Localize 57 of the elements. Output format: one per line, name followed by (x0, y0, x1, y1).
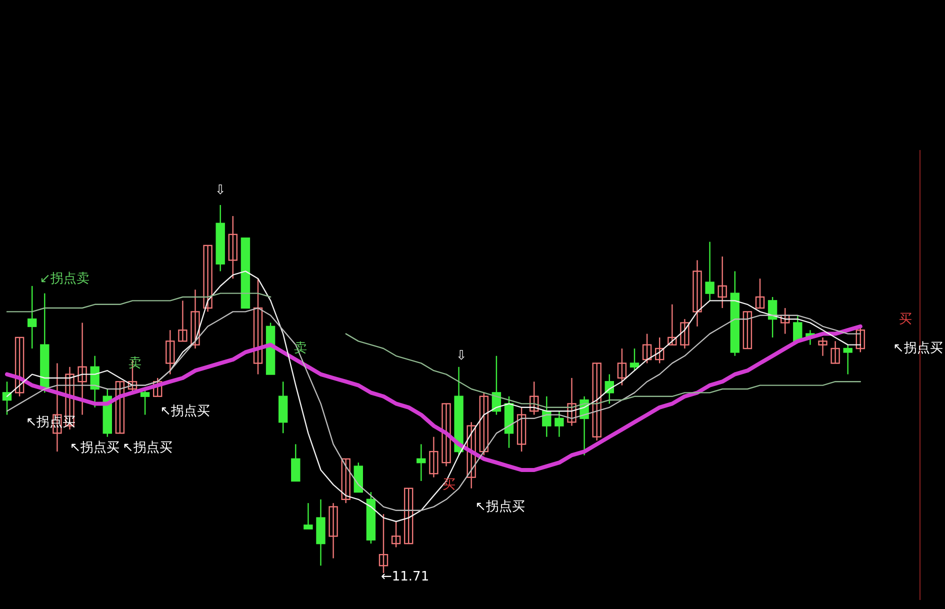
candlestick (692, 260, 702, 328)
candlestick (140, 388, 150, 416)
candlestick (228, 215, 238, 280)
candlestick (642, 333, 652, 364)
candlestick (843, 344, 852, 375)
candlestick (466, 422, 476, 489)
candlestick (28, 285, 37, 350)
candlestick (818, 336, 828, 356)
candlestick (14, 336, 24, 397)
candlestick (115, 381, 125, 434)
candlestick (178, 300, 188, 342)
candlestick (442, 403, 451, 467)
candlestick (391, 520, 401, 548)
candlestick (479, 392, 488, 456)
candlestick (253, 278, 263, 375)
annotation: ↖拐点买 (70, 440, 120, 456)
candlestick (742, 311, 752, 350)
candlestick (153, 377, 162, 397)
candlestick (416, 444, 426, 482)
annotation: ↙拐点卖 (40, 271, 90, 286)
candlestick (617, 348, 627, 386)
candlestick (516, 406, 526, 452)
annotation: ←11.71 (380, 569, 430, 584)
candlestick (203, 244, 212, 312)
text: 买 (899, 312, 912, 327)
candlestick (291, 444, 300, 482)
candlestick (668, 304, 677, 346)
candlestick (680, 318, 690, 350)
candlestick (52, 362, 62, 452)
candlestick (567, 377, 576, 426)
candlestick (341, 458, 350, 504)
candlestick (780, 307, 790, 334)
annotation: ⇩ (456, 348, 467, 364)
annotation: ↖拐点买 (122, 440, 172, 456)
annotation: ↖拐点买 (160, 404, 210, 419)
candlestick (718, 256, 727, 309)
candlestick (78, 322, 87, 416)
candlestick (655, 336, 664, 364)
candlestick (429, 436, 438, 478)
candlestick (190, 289, 200, 350)
candlestick (530, 381, 539, 416)
candlestick (304, 502, 313, 530)
candlestick (554, 410, 564, 438)
text: ⇩ (214, 182, 226, 198)
text: ↖拐点买 (893, 341, 943, 356)
annotation: ↖拐点买 (475, 499, 526, 514)
candlestick (404, 488, 414, 544)
candlestick (830, 340, 840, 364)
candlestick (328, 502, 338, 559)
candlestick (755, 278, 765, 309)
candlestick (856, 326, 865, 353)
candlestick (542, 396, 552, 438)
candlestick (592, 362, 602, 442)
candlestick (630, 348, 640, 372)
candlestick (166, 330, 175, 375)
annotation: 买 (442, 477, 456, 492)
candlestick (705, 241, 714, 302)
